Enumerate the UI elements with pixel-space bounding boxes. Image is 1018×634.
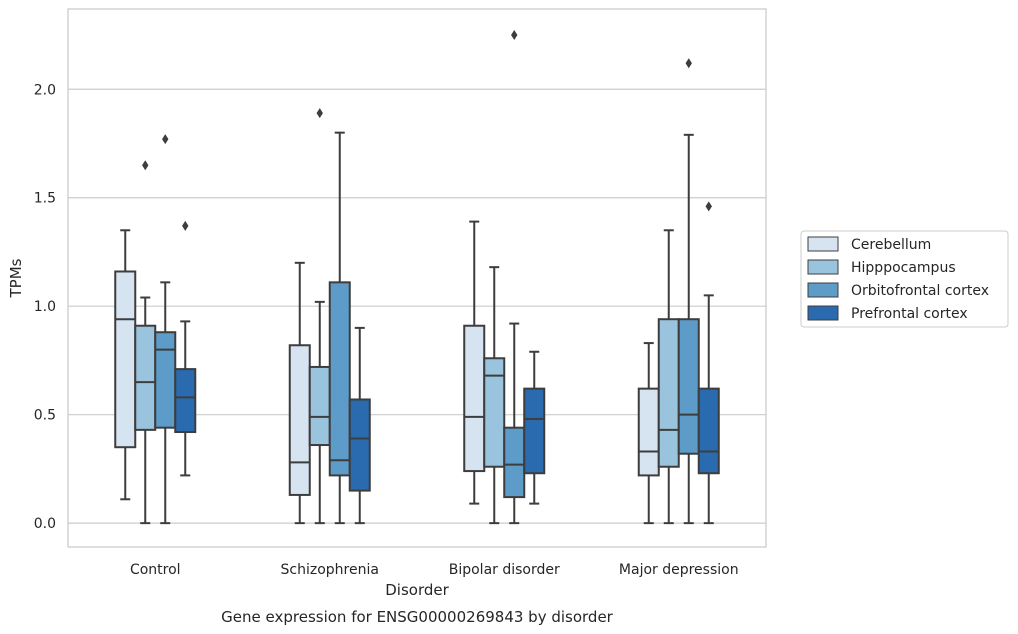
box-item [697,201,720,525]
legend-label: Prefrontal cortex [851,306,968,322]
box-item [328,131,351,525]
legend-frame [800,230,1009,328]
outlier-marker [685,58,692,69]
box-rect [328,281,351,477]
box-item [637,342,660,525]
box-rect [174,368,197,434]
y-tick-label: 1.5 [34,191,56,207]
box-rect [308,365,331,447]
box-rect [463,324,486,473]
boxes-layer [114,30,720,525]
box-item [483,266,506,525]
plot-frame [67,8,767,548]
y-tick-label: 2.0 [34,82,56,98]
box-rect [503,426,526,499]
box-item [114,229,137,501]
x-tick-label: Bipolar disorder [449,562,560,578]
y-tick-labels: 0.0 0.5 1.0 1.5 2.0 [34,82,56,532]
box-item [288,261,311,525]
box-rect [523,387,546,475]
y-tick-label: 0.5 [34,408,56,424]
legend-swatch [807,305,839,321]
box-rect [697,387,720,475]
box-item [677,58,700,525]
y-tick-label: 0.0 [34,516,56,532]
x-tick-label: Control [130,562,181,578]
box-rect [288,344,311,496]
x-tick-labels: Control Schizophrenia Bipolar disorder Majo… [130,562,739,578]
outlier-marker [142,160,149,171]
box-rect [637,387,660,477]
legend-label: Hipppocampus [851,260,956,276]
box-rect [657,318,680,468]
box-item [134,160,157,525]
box-rect [677,318,700,455]
legend-swatch [807,259,839,275]
outlier-marker [511,30,518,41]
x-axis-label: Disorder [385,581,449,599]
legend-label: Cerebellum [851,237,931,253]
box-item [503,30,526,525]
x-tick-label: Schizophrenia [281,562,379,578]
box-item [308,108,331,525]
chart-caption: Gene expression for ENSG00000269843 by d… [221,608,614,626]
box-item [348,326,371,525]
legend-label: Orbitofrontal cortex [851,283,989,299]
box-item [523,350,546,505]
box-item [174,220,197,477]
box-rect [483,357,506,468]
y-axis-label: TPMs [7,258,25,298]
box-rect [134,324,157,431]
box-rect [348,398,371,492]
x-tick-label: Major depression [619,562,739,578]
legend-swatch [807,236,839,252]
outlier-marker [316,108,323,119]
box-rect [154,331,177,429]
box-rect [114,270,137,449]
legend-swatch [807,282,839,298]
outlier-marker [162,134,169,145]
outlier-marker [705,201,712,212]
legend: Cerebellum Hipppocampus Orbitofrontal cort… [800,230,1009,328]
outlier-marker [182,220,189,231]
y-tick-label: 1.0 [34,299,56,315]
